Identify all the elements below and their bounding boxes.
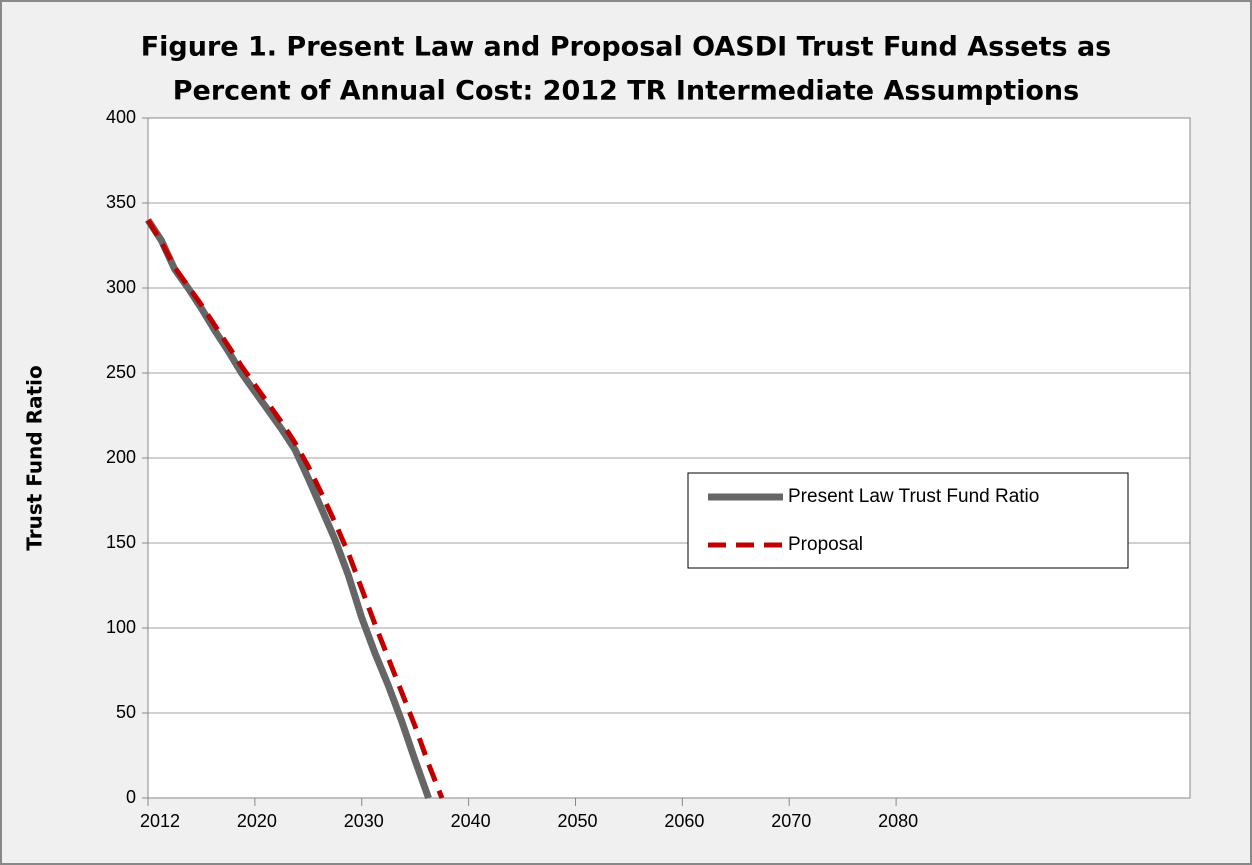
- y-tick-label: 200: [106, 447, 136, 467]
- chart-title: Figure 1. Present Law and Proposal OASDI…: [141, 32, 1112, 63]
- y-tick-label: 250: [106, 362, 136, 382]
- legend-label: Present Law Trust Fund Ratio: [788, 486, 1039, 507]
- x-tick-label: 2030: [344, 811, 384, 831]
- x-tick-label: 2060: [664, 811, 704, 831]
- y-tick-label: 100: [106, 617, 136, 637]
- x-tick-label: 2070: [771, 811, 811, 831]
- y-tick-label: 50: [116, 702, 136, 722]
- y-tick-label: 150: [106, 532, 136, 552]
- x-tick-label: 2020: [237, 811, 277, 831]
- legend-label: Proposal: [788, 534, 863, 555]
- chart-title: Percent of Annual Cost: 2012 TR Intermed…: [173, 76, 1079, 107]
- y-tick-label: 400: [106, 107, 136, 127]
- plot-border: [147, 117, 1191, 799]
- y-tick-label: 300: [106, 277, 136, 297]
- x-tick-label: 2040: [451, 811, 491, 831]
- line-series: [145, 218, 445, 799]
- y-axis-label: Trust Fund Ratio: [23, 365, 47, 550]
- y-tick-label: 350: [106, 192, 136, 212]
- y-tick-label: 0: [126, 787, 136, 807]
- legend-box: [687, 472, 1129, 569]
- x-tick-label: 2012: [140, 811, 180, 831]
- x-tick-label: 2080: [878, 811, 918, 831]
- x-tick-label: 2050: [557, 811, 597, 831]
